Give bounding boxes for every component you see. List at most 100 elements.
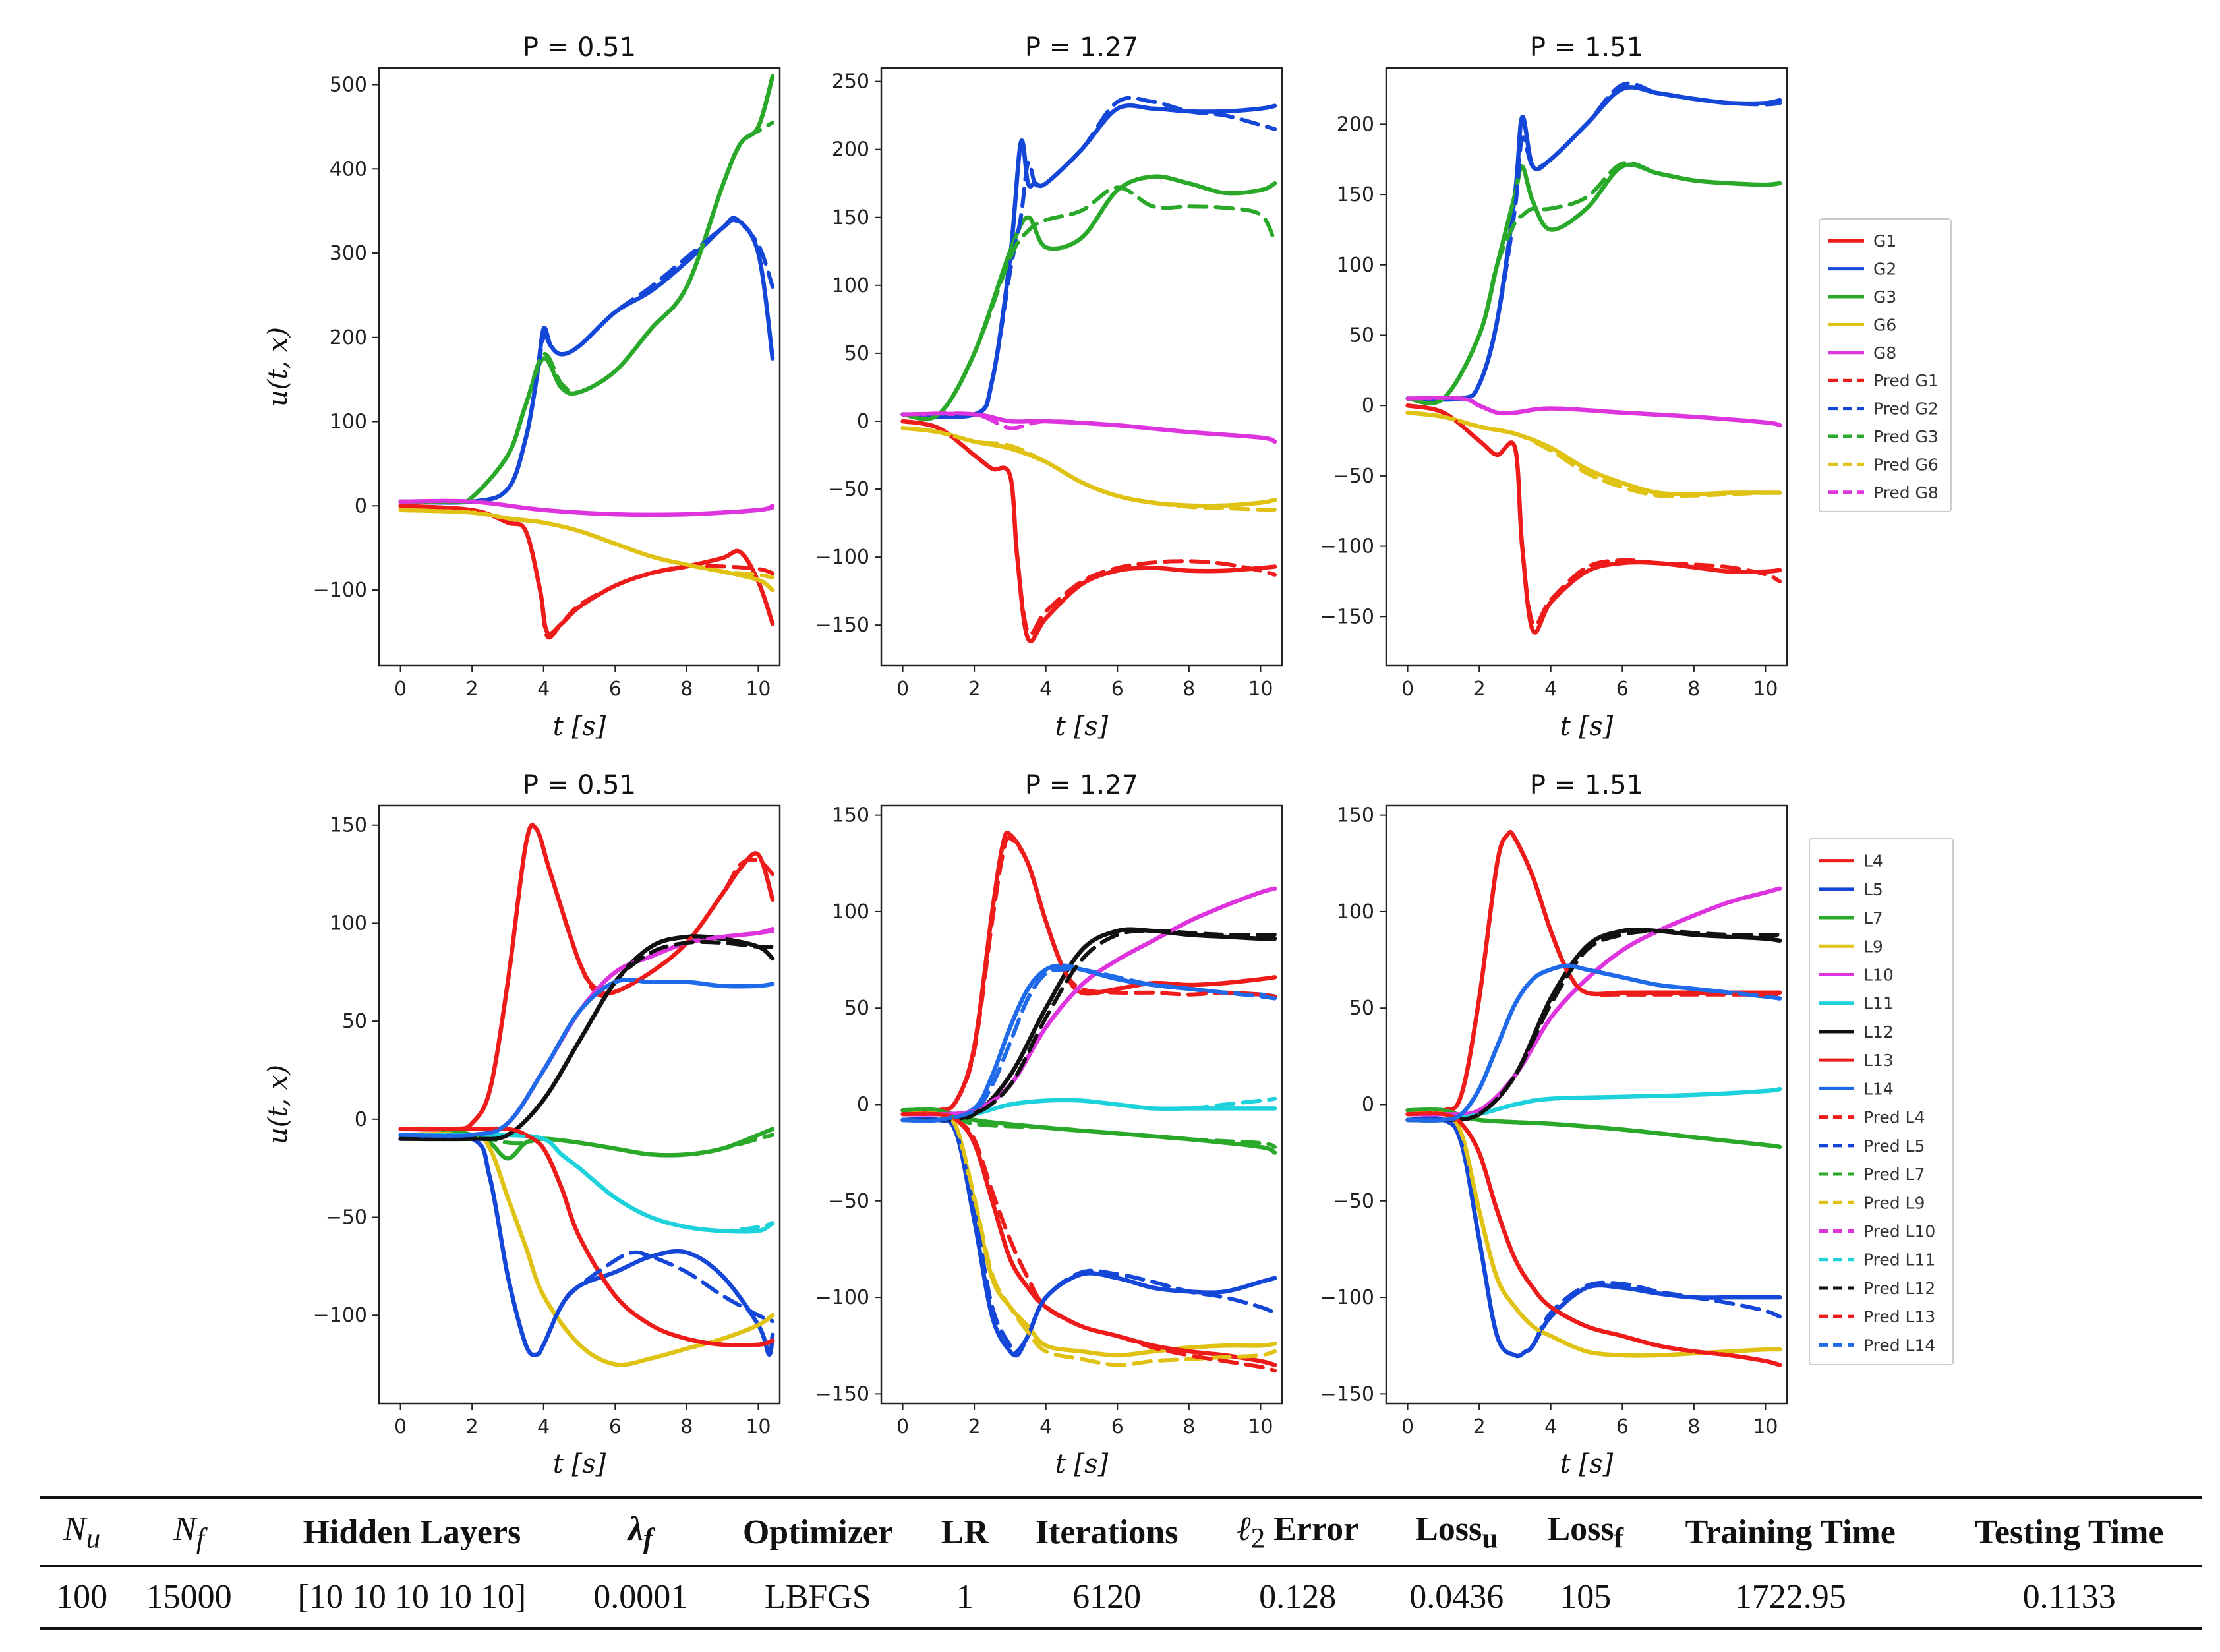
series-line-pred-l12: [398, 939, 775, 1141]
header-loss-u: Lossu: [1415, 1510, 1498, 1554]
series-line-l12: [398, 934, 775, 1142]
series-group: [900, 96, 1277, 643]
y-tick-label: 150: [1337, 804, 1374, 827]
legend-label-pred-g1: Pred G1: [1873, 371, 1939, 390]
x-tick-label: 0: [394, 678, 407, 701]
x-tick-label: 8: [1687, 678, 1700, 701]
legend-label-l5: L5: [1863, 880, 1883, 899]
x-tick-label: 10: [1248, 678, 1273, 701]
x-tick-label: 10: [1248, 1415, 1273, 1438]
series-line-g3: [1405, 162, 1782, 405]
y-tick-label: −100: [1320, 1286, 1374, 1309]
series-line-pred-l12: [1405, 929, 1782, 1123]
x-tick-label: 0: [394, 1415, 407, 1438]
x-tick-label: 8: [680, 678, 693, 701]
series-line-l9: [398, 1131, 775, 1367]
panel-title: P = 1.27: [1025, 770, 1138, 800]
table-header-row: Nu Nf Hidden Layers λf Optimizer LR Iter…: [40, 1498, 2202, 1566]
series-group: [1405, 81, 1782, 635]
y-tick-label: 0: [857, 410, 869, 433]
series-line-pred-l4: [1405, 830, 1782, 1114]
y-tick-label: −50: [828, 1190, 869, 1213]
series-line-pred-g3: [900, 185, 1277, 421]
x-tick-label: 4: [1544, 1415, 1557, 1438]
series-line-pred-g2: [398, 218, 775, 505]
series-line-g3: [398, 74, 775, 504]
series-line-pred-l7: [1405, 1107, 1782, 1149]
chart-panel-5: 0 2 4 6 8 10 −150 −100 −50 0 50 100 150 P = 1.27 t [s]: [815, 770, 1283, 1479]
series-line-pred-g1: [900, 419, 1277, 636]
series-line-pred-l5: [398, 1134, 775, 1357]
y-tick-label: 100: [330, 411, 367, 434]
series-line-pred-g1: [1405, 403, 1782, 628]
legend-label-pred-l5: Pred L5: [1863, 1136, 1925, 1156]
y-tick-label: −100: [313, 579, 367, 602]
series-line-pred-g2: [1405, 81, 1782, 402]
y-tick-label: −150: [815, 614, 869, 637]
series-line-l12: [1405, 927, 1782, 1123]
x-tick-label: 2: [466, 678, 479, 701]
series-line-pred-l7: [398, 1127, 775, 1158]
y-tick-label: 100: [1337, 254, 1374, 277]
series-line-pred-l4: [398, 823, 775, 1132]
cell-l2-error: 0.128: [1259, 1578, 1337, 1616]
header-lr: LR: [941, 1513, 989, 1551]
cell-lr: 1: [956, 1578, 974, 1616]
x-axis-label: t [s]: [553, 711, 606, 742]
legend-label-pred-g6: Pred G6: [1873, 455, 1939, 474]
series-line-pred-l13: [398, 1127, 775, 1347]
y-tick-label: −50: [326, 1206, 367, 1229]
y-tick-label: 0: [1362, 1094, 1374, 1117]
series-line-pred-l10: [398, 929, 775, 1138]
chart-panel-1: 0 2 4 6 8 10 −100 0 100 200 300 400 500 P = 0.51 t [s]…: [263, 32, 781, 742]
header-testing-time: Testing Time: [1974, 1513, 2164, 1551]
y-tick-label: 100: [1337, 900, 1374, 924]
x-tick-label: 4: [537, 1415, 550, 1438]
x-tick-label: 2: [466, 1415, 479, 1438]
x-axis-label: t [s]: [1560, 711, 1614, 742]
series-line-g1: [1405, 403, 1782, 635]
legend-label-pred-g8: Pred G8: [1873, 483, 1939, 502]
y-tick-label: 150: [832, 804, 869, 827]
plot-frame: [1385, 67, 1788, 667]
cell-loss-f: 105: [1560, 1578, 1612, 1616]
y-tick-label: 200: [832, 138, 869, 162]
y-tick-label: 150: [1337, 183, 1374, 206]
legend-label-pred-l13: Pred L13: [1863, 1307, 1935, 1326]
series-line-pred-g2: [900, 96, 1277, 419]
x-tick-label: 6: [1111, 678, 1124, 701]
x-tick-label: 4: [1039, 1415, 1052, 1438]
y-tick-label: 50: [342, 1010, 367, 1033]
legend-label-g6: G6: [1873, 315, 1896, 334]
legend-label-g1: G1: [1873, 231, 1896, 251]
plot-frame: [378, 67, 781, 667]
y-tick-label: 50: [1349, 324, 1374, 347]
legend-label-g3: G3: [1873, 287, 1896, 307]
series-line-pred-g1: [398, 504, 775, 640]
series-line-pred-l4: [900, 836, 1277, 1113]
legend-bottom: L4 L5 L7 L9 L10 L11 L12 L13 L14 Pred L4 Pred L5 Pre…: [1809, 838, 1954, 1365]
legend-label-pred-l7: Pred L7: [1863, 1165, 1925, 1184]
legend-label-pred-l4: Pred L4: [1863, 1108, 1925, 1127]
header-iterations: Iterations: [1035, 1513, 1179, 1551]
x-tick-label: 8: [1183, 678, 1195, 701]
x-tick-label: 6: [1616, 678, 1629, 701]
x-tick-label: 2: [968, 1415, 981, 1438]
series-line-g2: [398, 216, 775, 505]
series-line-l5: [900, 1117, 1277, 1357]
series-group: [900, 830, 1277, 1373]
series-line-pred-g8: [1405, 396, 1782, 428]
cell-iterations: 6120: [1072, 1578, 1142, 1616]
panel-title: P = 1.51: [1530, 32, 1643, 63]
header-lambda-f: λf: [628, 1510, 653, 1554]
panel-title: P = 0.51: [523, 770, 636, 800]
legend-label-l13: L13: [1863, 1051, 1894, 1070]
series-line-pred-l5: [1405, 1116, 1782, 1358]
header-nu: Nu: [63, 1510, 101, 1554]
y-tick-label: −150: [815, 1382, 869, 1405]
y-tick-label: −100: [313, 1304, 367, 1327]
x-tick-label: 6: [1111, 1415, 1124, 1438]
series-line-pred-l9: [900, 1111, 1277, 1367]
x-tick-label: 2: [1473, 1415, 1486, 1438]
x-tick-label: 10: [1753, 1415, 1778, 1438]
